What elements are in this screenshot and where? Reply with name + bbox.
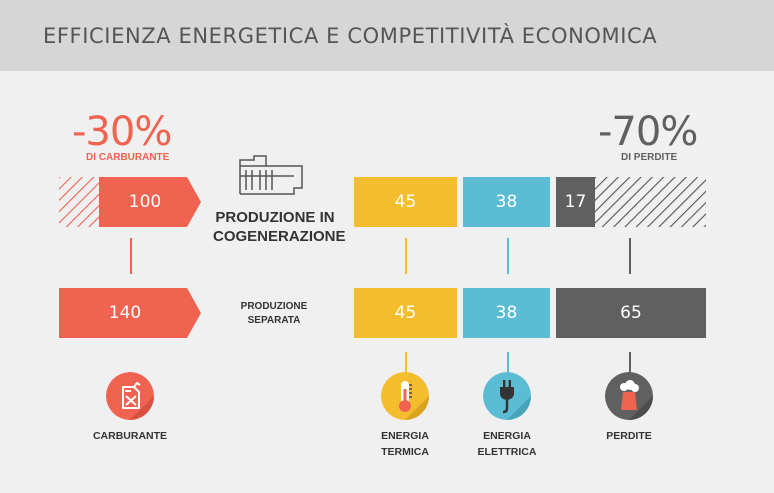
losses-savings-caption: DI PERDITE <box>621 152 678 163</box>
factory-icon <box>239 155 303 195</box>
fuel-savings-hatch <box>59 177 101 227</box>
electric-label: ENERGIA ELETTRICA <box>457 428 557 460</box>
losses-connector-line <box>629 238 631 274</box>
fuel-savings-caption: DI CARBURANTE <box>86 152 170 163</box>
cogeneration-label-line2: COGENERAZIONE <box>213 228 346 245</box>
thermal-label-line1: ENERGIA <box>381 430 429 442</box>
losses-icon-connector <box>629 352 631 374</box>
thermometer-icon <box>381 372 429 420</box>
separate-label-line1: PRODUZIONE <box>240 301 308 312</box>
fuel-savings-value: -30% <box>72 109 172 155</box>
cogeneration-thermal-bar: 45 <box>354 177 457 227</box>
fuel-can-icon <box>106 372 154 420</box>
separate-thermal-bar: 45 <box>354 288 457 338</box>
cogeneration-losses-bar: 17 <box>556 177 595 227</box>
cogeneration-fuel-bar <box>99 177 201 227</box>
thermal-connector-line <box>405 238 407 274</box>
separate-fuel-bar <box>59 288 201 338</box>
cogeneration-label: PRODUZIONE IN COGENERAZIONE <box>213 208 346 246</box>
thermal-icon-connector <box>405 352 407 374</box>
separate-label: PRODUZIONE SEPARATA <box>224 300 324 328</box>
electric-connector-line <box>507 238 509 274</box>
plug-icon <box>483 372 531 420</box>
fuel-label-line1: CARBURANTE <box>92 430 168 442</box>
page-title: EFFICIENZA ENERGETICA E COMPETITIVITÀ EC… <box>43 24 658 48</box>
losses-label-line1: PERDITE <box>606 430 652 442</box>
separate-label-line2: SEPARATA <box>247 315 301 326</box>
cogeneration-fuel-value: 100 <box>128 192 162 212</box>
cogeneration-electric-bar: 38 <box>463 177 550 227</box>
electric-label-line2: ELETTRICA <box>477 446 537 458</box>
fuel-label: CARBURANTE <box>80 428 180 444</box>
thermal-label-line2: TERMICA <box>381 446 429 458</box>
losses-savings-value: -70% <box>598 109 698 155</box>
fuel-connector-line <box>130 238 132 274</box>
electric-icon-connector <box>507 352 509 374</box>
losses-savings-hatch <box>595 177 706 227</box>
header-banner: EFFICIENZA ENERGETICA E COMPETITIVITÀ EC… <box>0 0 774 71</box>
smokestack-icon <box>605 372 653 420</box>
separate-electric-bar: 38 <box>463 288 550 338</box>
separate-fuel-value: 140 <box>108 303 142 323</box>
electric-label-line1: ENERGIA <box>483 430 531 442</box>
separate-losses-bar: 65 <box>556 288 706 338</box>
thermal-label: ENERGIA TERMICA <box>355 428 455 460</box>
losses-label: PERDITE <box>579 428 679 444</box>
cogeneration-label-line1: PRODUZIONE IN <box>215 209 335 226</box>
